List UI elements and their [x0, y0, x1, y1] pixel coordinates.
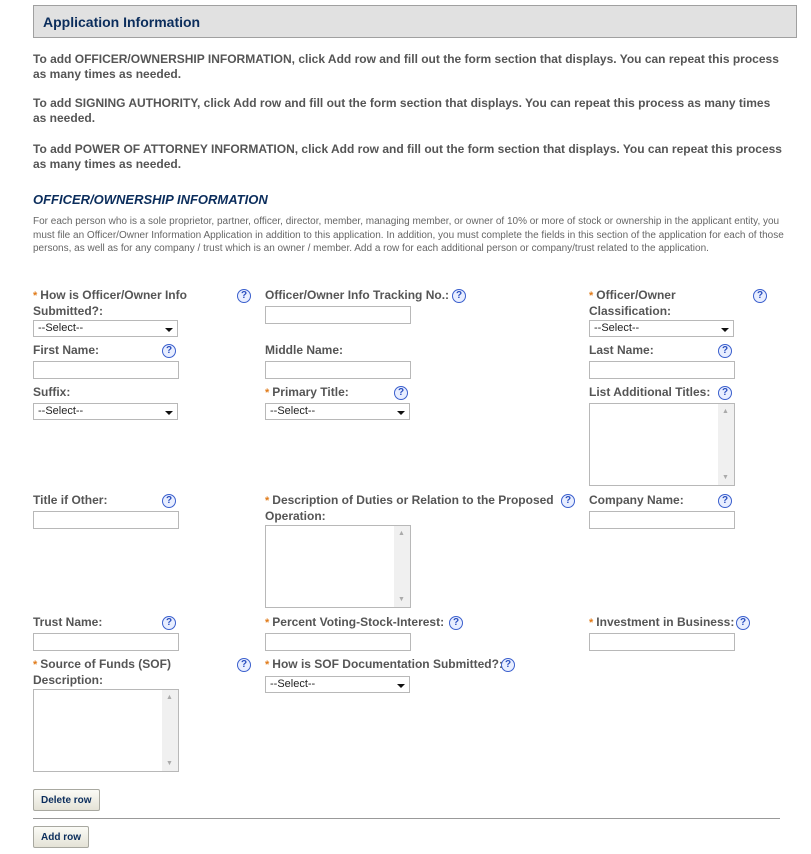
help-icon[interactable]: ?	[237, 658, 251, 672]
label-text: Percent Voting-Stock-Interest:	[272, 615, 445, 629]
label-additional-titles: List Additional Titles:	[589, 385, 711, 399]
label-text: Investment in Business:	[596, 615, 735, 629]
label-percent-voting: * Percent Voting-Stock-Interest:	[265, 615, 444, 631]
sof-documentation-select[interactable]: --Select--	[265, 676, 410, 693]
label-submitted: * How is Officer/Owner Info Submitted?:	[33, 288, 203, 319]
divider	[33, 818, 780, 819]
help-icon[interactable]: ?	[561, 494, 575, 508]
label-sof-description: * Source of Funds (SOF) Description:	[33, 657, 203, 688]
page-title: Application Information	[43, 14, 201, 30]
label-suffix: Suffix:	[33, 385, 71, 399]
submitted-select[interactable]: --Select--	[33, 320, 178, 337]
label-text: How is SOF Documentation Submitted?:	[272, 657, 503, 671]
add-row-button[interactable]: Add row	[33, 826, 89, 848]
required-marker: *	[33, 290, 38, 302]
label-text: Description of Duties or Relation to the…	[265, 493, 554, 523]
label-text: How is Officer/Owner Info Submitted?:	[33, 288, 187, 318]
duties-textarea[interactable]	[265, 525, 411, 608]
label-middle-name: Middle Name:	[265, 343, 344, 357]
percent-voting-input[interactable]	[265, 633, 411, 651]
label-text: Officer/Owner Classification:	[589, 288, 676, 318]
section-title: OFFICER/OWNERSHIP INFORMATION	[33, 192, 268, 207]
label-title-other: Title if Other:	[33, 493, 108, 507]
label-tracking: Officer/Owner Info Tracking No.:	[265, 288, 450, 302]
help-icon[interactable]: ?	[718, 386, 732, 400]
required-marker: *	[265, 495, 270, 507]
scrollbar[interactable]	[162, 690, 178, 771]
required-marker: *	[265, 659, 270, 671]
title-other-input[interactable]	[33, 511, 179, 529]
additional-titles-textarea[interactable]	[589, 403, 735, 486]
help-icon[interactable]: ?	[394, 386, 408, 400]
required-marker: *	[265, 617, 270, 629]
intro-officer: To add OFFICER/OWNERSHIP INFORMATION, cl…	[33, 52, 779, 81]
primary-title-select[interactable]: --Select--	[265, 403, 410, 420]
required-marker: *	[589, 290, 594, 302]
help-icon[interactable]: ?	[162, 616, 176, 630]
help-icon[interactable]: ?	[452, 289, 466, 303]
section-header: Application Information	[33, 5, 797, 38]
help-icon[interactable]: ?	[162, 494, 176, 508]
label-primary-title: * Primary Title:	[265, 385, 349, 401]
help-icon[interactable]: ?	[449, 616, 463, 630]
middle-name-input[interactable]	[265, 361, 411, 379]
intro-poa: To add POWER OF ATTORNEY INFORMATION, cl…	[33, 142, 782, 171]
label-company-name: Company Name:	[589, 493, 684, 507]
help-icon[interactable]: ?	[736, 616, 750, 630]
company-name-input[interactable]	[589, 511, 735, 529]
investment-input[interactable]	[589, 633, 735, 651]
scrollbar[interactable]	[718, 404, 734, 485]
trust-name-input[interactable]	[33, 633, 179, 651]
label-investment: * Investment in Business:	[589, 615, 734, 631]
help-icon[interactable]: ?	[718, 344, 732, 358]
suffix-select[interactable]: --Select--	[33, 403, 178, 420]
tracking-input[interactable]	[265, 306, 411, 324]
label-sof-documentation: * How is SOF Documentation Submitted?:	[265, 657, 503, 673]
help-icon[interactable]: ?	[162, 344, 176, 358]
help-icon[interactable]: ?	[753, 289, 767, 303]
last-name-input[interactable]	[589, 361, 735, 379]
label-text: Source of Funds (SOF) Description:	[33, 657, 171, 687]
help-icon[interactable]: ?	[501, 658, 515, 672]
label-text: Primary Title:	[272, 385, 349, 399]
first-name-input[interactable]	[33, 361, 179, 379]
scrollbar[interactable]	[394, 526, 410, 607]
intro-signing: To add SIGNING AUTHORITY, click Add row …	[33, 96, 771, 125]
label-last-name: Last Name:	[589, 343, 654, 357]
help-icon[interactable]: ?	[718, 494, 732, 508]
label-trust-name: Trust Name:	[33, 615, 103, 629]
delete-row-button[interactable]: Delete row	[33, 789, 100, 811]
required-marker: *	[589, 617, 594, 629]
label-duties: * Description of Duties or Relation to th…	[265, 493, 555, 524]
label-first-name: First Name:	[33, 343, 100, 357]
help-icon[interactable]: ?	[237, 289, 251, 303]
label-classification: * Officer/Owner Classification:	[589, 288, 719, 319]
required-marker: *	[33, 659, 38, 671]
classification-select[interactable]: --Select--	[589, 320, 734, 337]
required-marker: *	[265, 387, 270, 399]
sof-description-textarea[interactable]	[33, 689, 179, 772]
section-description: For each person who is a sole proprietor…	[33, 216, 784, 254]
